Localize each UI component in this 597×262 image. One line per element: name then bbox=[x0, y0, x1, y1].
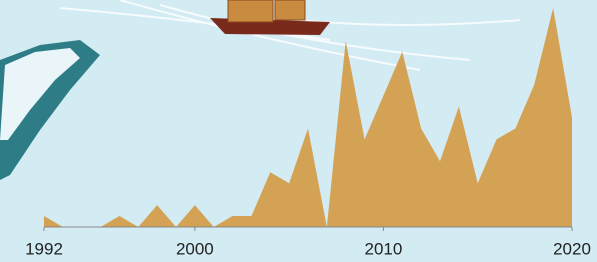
page: 1992200020102020 (() => { const data = J… bbox=[0, 0, 597, 262]
x-tick-label: 2000 bbox=[176, 239, 214, 258]
x-tick-label: 2010 bbox=[365, 239, 403, 258]
chart: 1992 2000 2010 2020 bbox=[0, 0, 597, 262]
x-tick-label: 2020 bbox=[553, 239, 591, 258]
x-tick-label: 1992 bbox=[25, 239, 63, 258]
